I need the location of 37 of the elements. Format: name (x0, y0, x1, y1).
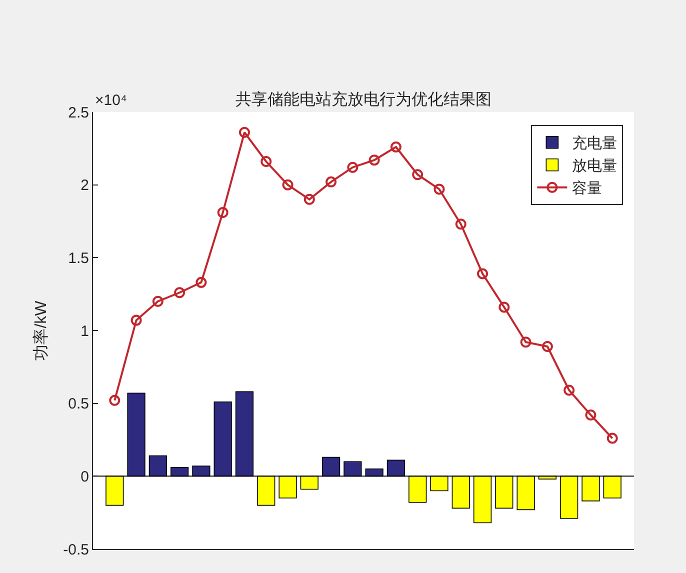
y-tick-label: 1 (80, 322, 89, 340)
point (238, 126, 250, 138)
point (434, 184, 445, 195)
chart-title: 共享储能电站充放电行为优化结果图 (236, 90, 492, 109)
point (130, 314, 142, 326)
point (217, 207, 228, 218)
point (260, 156, 272, 168)
point (564, 384, 575, 396)
point (152, 296, 164, 307)
y-tick-label: 0.5 (68, 396, 89, 413)
point (282, 179, 294, 190)
point (455, 218, 466, 230)
point (520, 336, 532, 348)
point (347, 162, 358, 173)
y-tick-label: 2 (80, 177, 89, 194)
y-tick-label: 1.5 (68, 250, 89, 267)
y-axis-title: 功率/kW (32, 300, 50, 360)
legend-label: 放电量 (572, 158, 618, 175)
y-tick-label: -0.5 (63, 541, 89, 558)
point (326, 176, 337, 188)
point (109, 394, 120, 406)
legend-label: 充电量 (572, 135, 618, 152)
point (174, 287, 186, 298)
point (390, 141, 402, 152)
point (412, 169, 424, 180)
point (542, 341, 553, 352)
y-tick-label: 0 (80, 468, 89, 486)
point (304, 194, 315, 205)
text: ×10⁴ (95, 92, 127, 109)
point (368, 154, 380, 166)
point (196, 276, 207, 288)
point (585, 409, 596, 420)
legend-label: 容量 (572, 180, 602, 198)
point (477, 268, 488, 280)
point (498, 302, 510, 313)
point (606, 432, 618, 444)
y-tick-label: 2.5 (68, 104, 89, 122)
